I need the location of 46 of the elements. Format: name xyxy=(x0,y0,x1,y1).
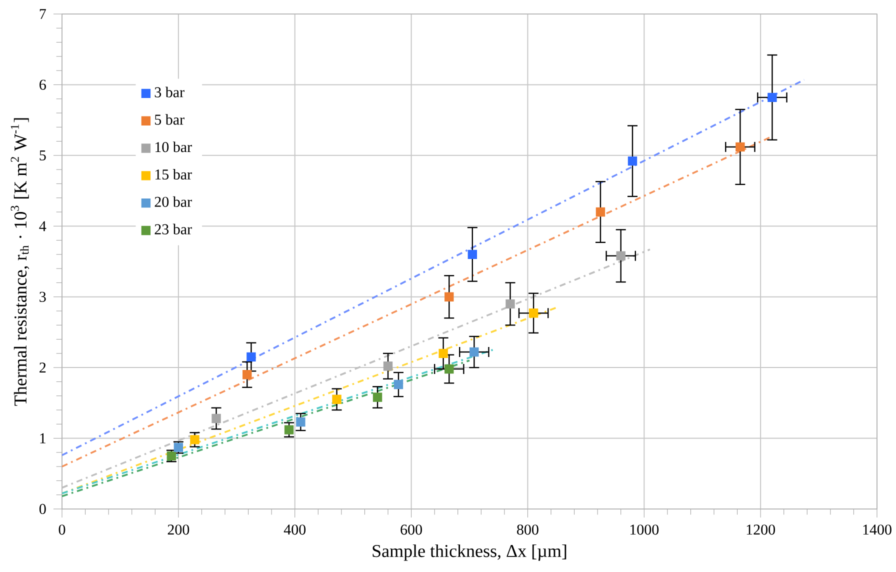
legend-label: 10 bar xyxy=(155,142,192,152)
x-tick-label: 400 xyxy=(284,524,306,535)
point xyxy=(444,364,454,374)
x-tick-label: 0 xyxy=(58,524,66,535)
y-tick-label: 6 xyxy=(40,80,46,90)
x-tick-label: 800 xyxy=(517,524,538,535)
x-tick-label: 600 xyxy=(400,524,422,535)
point xyxy=(468,250,478,260)
point xyxy=(628,156,638,166)
point xyxy=(284,425,294,434)
legend-label: 15 bar xyxy=(155,168,192,180)
point xyxy=(616,251,626,260)
point xyxy=(212,414,221,424)
point xyxy=(332,394,342,404)
legend-label: 20 bar xyxy=(154,196,192,207)
x-tick-label: 200 xyxy=(168,524,190,535)
y-tick-label: 7 xyxy=(40,9,46,19)
point xyxy=(190,435,200,444)
point xyxy=(394,380,404,390)
point xyxy=(444,292,454,302)
legend-label: 3 bar xyxy=(154,86,184,98)
point xyxy=(596,207,606,217)
point xyxy=(528,308,538,318)
point xyxy=(383,362,393,371)
y-tick-label: 4 xyxy=(39,221,46,232)
x-tick-label: 1200 xyxy=(746,524,775,535)
point xyxy=(438,348,448,358)
y-tick-label: 2 xyxy=(40,362,46,373)
point xyxy=(242,370,252,380)
point xyxy=(372,392,382,402)
legend-label: 23 bar xyxy=(154,224,192,234)
y-tick-label: 5 xyxy=(40,150,46,160)
x-axis-title: Sample thickness, Δx [µm] xyxy=(372,544,566,561)
legend-label: 5 bar xyxy=(155,114,184,125)
y-tick-label: 0 xyxy=(39,504,46,514)
text: Thermal resistance, r$_{th}$ · 10$^{3}$ [K m$^{2}$ W$^{-1}$] xyxy=(10,118,30,406)
point xyxy=(470,347,479,357)
y-tick-label: 3 xyxy=(40,292,46,302)
point xyxy=(506,299,515,309)
point xyxy=(768,92,777,102)
x-tick-label: 1400 xyxy=(863,524,892,535)
point xyxy=(736,142,745,152)
x-tick-label: 1000 xyxy=(630,524,659,535)
point xyxy=(246,352,256,362)
y-tick-label: 1 xyxy=(40,433,46,444)
point xyxy=(296,417,306,427)
